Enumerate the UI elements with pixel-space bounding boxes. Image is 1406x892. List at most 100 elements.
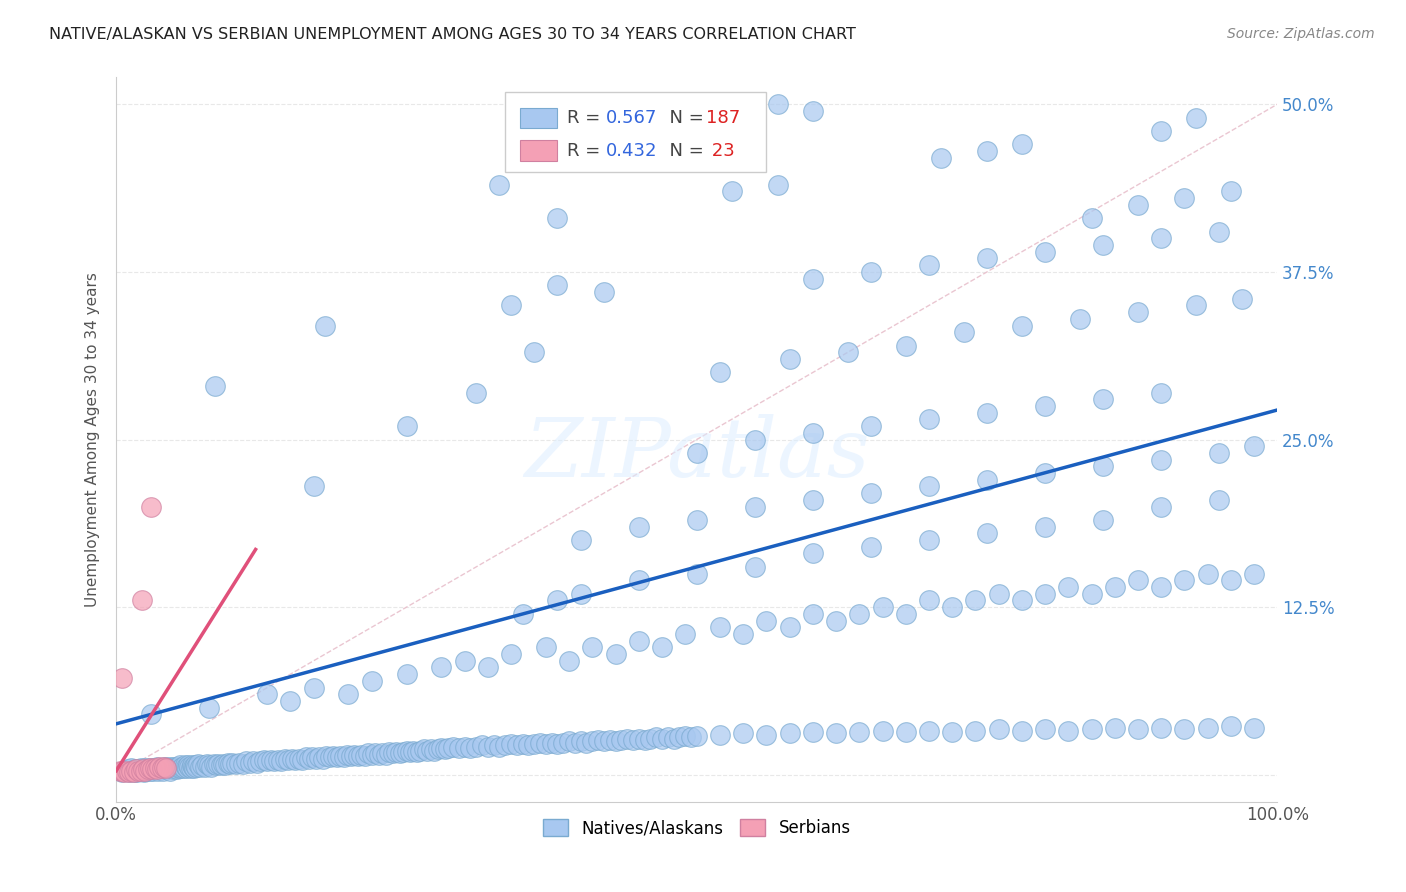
Point	[131, 764, 153, 778]
Point	[918, 723, 941, 738]
Text: Source: ZipAtlas.com: Source: ZipAtlas.com	[1227, 27, 1375, 41]
Point	[987, 587, 1010, 601]
Point	[593, 734, 616, 748]
Point	[441, 739, 464, 754]
Point	[314, 318, 336, 333]
Point	[270, 755, 292, 769]
Point	[148, 760, 170, 774]
Point	[385, 745, 408, 759]
Point	[395, 743, 418, 757]
Point	[162, 763, 184, 777]
Point	[801, 271, 824, 285]
Point	[395, 667, 418, 681]
Point	[662, 731, 685, 746]
Point	[477, 739, 499, 754]
Point	[315, 749, 337, 764]
Point	[378, 745, 401, 759]
Point	[599, 732, 621, 747]
Point	[564, 735, 586, 749]
Point	[686, 729, 709, 743]
Point	[720, 111, 742, 125]
Point	[546, 593, 568, 607]
Point	[191, 758, 214, 772]
Point	[1126, 305, 1149, 319]
Point	[235, 755, 257, 769]
Point	[894, 338, 917, 352]
Point	[801, 724, 824, 739]
Point	[284, 753, 307, 767]
Point	[651, 640, 673, 655]
Point	[605, 734, 627, 748]
FancyBboxPatch shape	[505, 92, 766, 171]
Point	[406, 745, 429, 759]
Point	[141, 763, 163, 777]
Point	[305, 752, 328, 766]
Point	[976, 145, 998, 159]
Point	[157, 761, 180, 775]
Point	[150, 761, 173, 775]
Point	[569, 587, 592, 601]
Point	[179, 760, 201, 774]
Point	[112, 764, 135, 778]
Point	[859, 419, 882, 434]
Point	[621, 732, 644, 747]
Point	[152, 764, 174, 778]
Point	[160, 761, 183, 775]
Point	[124, 763, 146, 777]
Point	[184, 758, 207, 772]
Point	[673, 729, 696, 743]
Point	[221, 756, 243, 770]
Point	[209, 758, 232, 772]
Point	[195, 757, 218, 772]
Point	[402, 743, 425, 757]
Point	[673, 627, 696, 641]
Point	[645, 730, 668, 744]
Point	[918, 479, 941, 493]
Point	[651, 731, 673, 746]
Point	[266, 753, 288, 767]
Point	[523, 345, 546, 359]
Point	[586, 732, 609, 747]
Point	[801, 607, 824, 621]
Point	[1033, 587, 1056, 601]
Point	[499, 737, 522, 751]
Text: N =: N =	[658, 109, 710, 127]
Point	[256, 687, 278, 701]
Point	[160, 760, 183, 774]
Point	[198, 758, 221, 772]
Point	[134, 764, 156, 778]
Point	[825, 614, 848, 628]
Point	[894, 724, 917, 739]
Point	[253, 753, 276, 767]
Point	[159, 764, 181, 778]
Point	[256, 755, 278, 769]
Point	[273, 752, 295, 766]
Point	[1150, 231, 1173, 245]
Point	[360, 673, 382, 688]
Point	[987, 722, 1010, 736]
Point	[779, 726, 801, 740]
Point	[399, 745, 422, 759]
Point	[260, 753, 283, 767]
Text: 23: 23	[706, 142, 735, 160]
Point	[139, 761, 162, 775]
Point	[477, 660, 499, 674]
Point	[1173, 722, 1195, 736]
Point	[174, 760, 197, 774]
Point	[1126, 722, 1149, 736]
Point	[219, 757, 242, 772]
Text: R =: R =	[567, 109, 606, 127]
Point	[111, 764, 134, 778]
Point	[965, 723, 987, 738]
Point	[941, 724, 963, 739]
Point	[120, 764, 142, 778]
Point	[976, 252, 998, 266]
Point	[134, 765, 156, 780]
Point	[1033, 722, 1056, 736]
Point	[225, 757, 247, 772]
Point	[142, 764, 165, 778]
Point	[494, 738, 516, 752]
Point	[180, 761, 202, 775]
Point	[605, 647, 627, 661]
Point	[183, 761, 205, 775]
